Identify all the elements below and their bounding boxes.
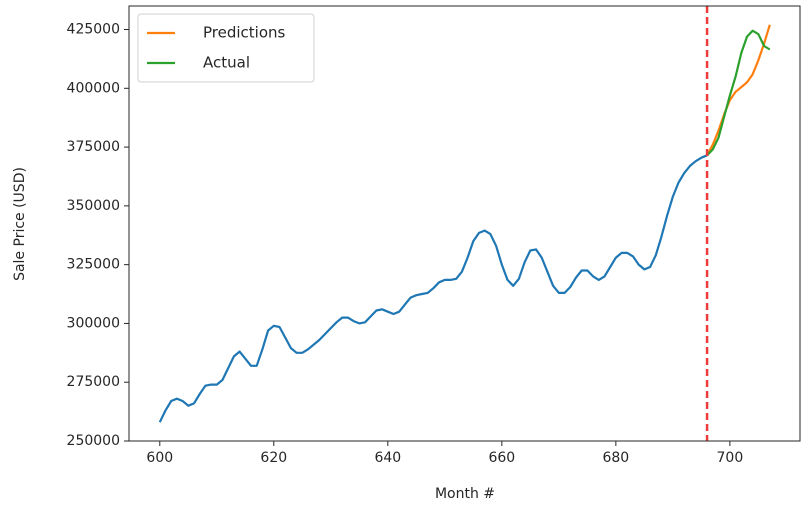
legend-box [137,13,315,83]
x-tick-label: 700 [717,450,744,466]
y-axis-label: Sale Price (USD) [12,167,28,281]
x-tick-label: 600 [146,450,173,466]
series-line [706,29,771,157]
y-tick-label: 250000 [67,433,120,449]
x-tick-label: 660 [488,450,515,466]
series-line [158,154,708,423]
x-tick-label: 680 [602,450,629,466]
y-tick-label: 300000 [67,315,120,331]
y-tick-label: 325000 [67,257,120,273]
legend-label: Predictions [203,24,286,42]
legend: Predictions Actual [137,13,315,83]
y-tick-label: 350000 [67,198,120,214]
y-tick-label: 375000 [67,139,120,155]
y-tick-label: 400000 [67,80,120,96]
x-tick-label: 620 [260,450,287,466]
x-axis-label: Month # [435,486,495,502]
y-tick-label: 275000 [67,374,120,390]
x-tick-label: 640 [374,450,401,466]
y-tick-label: 425000 [67,22,120,38]
plot-frame [128,5,801,442]
legend-label: Actual [203,54,250,72]
series-line [706,24,771,156]
